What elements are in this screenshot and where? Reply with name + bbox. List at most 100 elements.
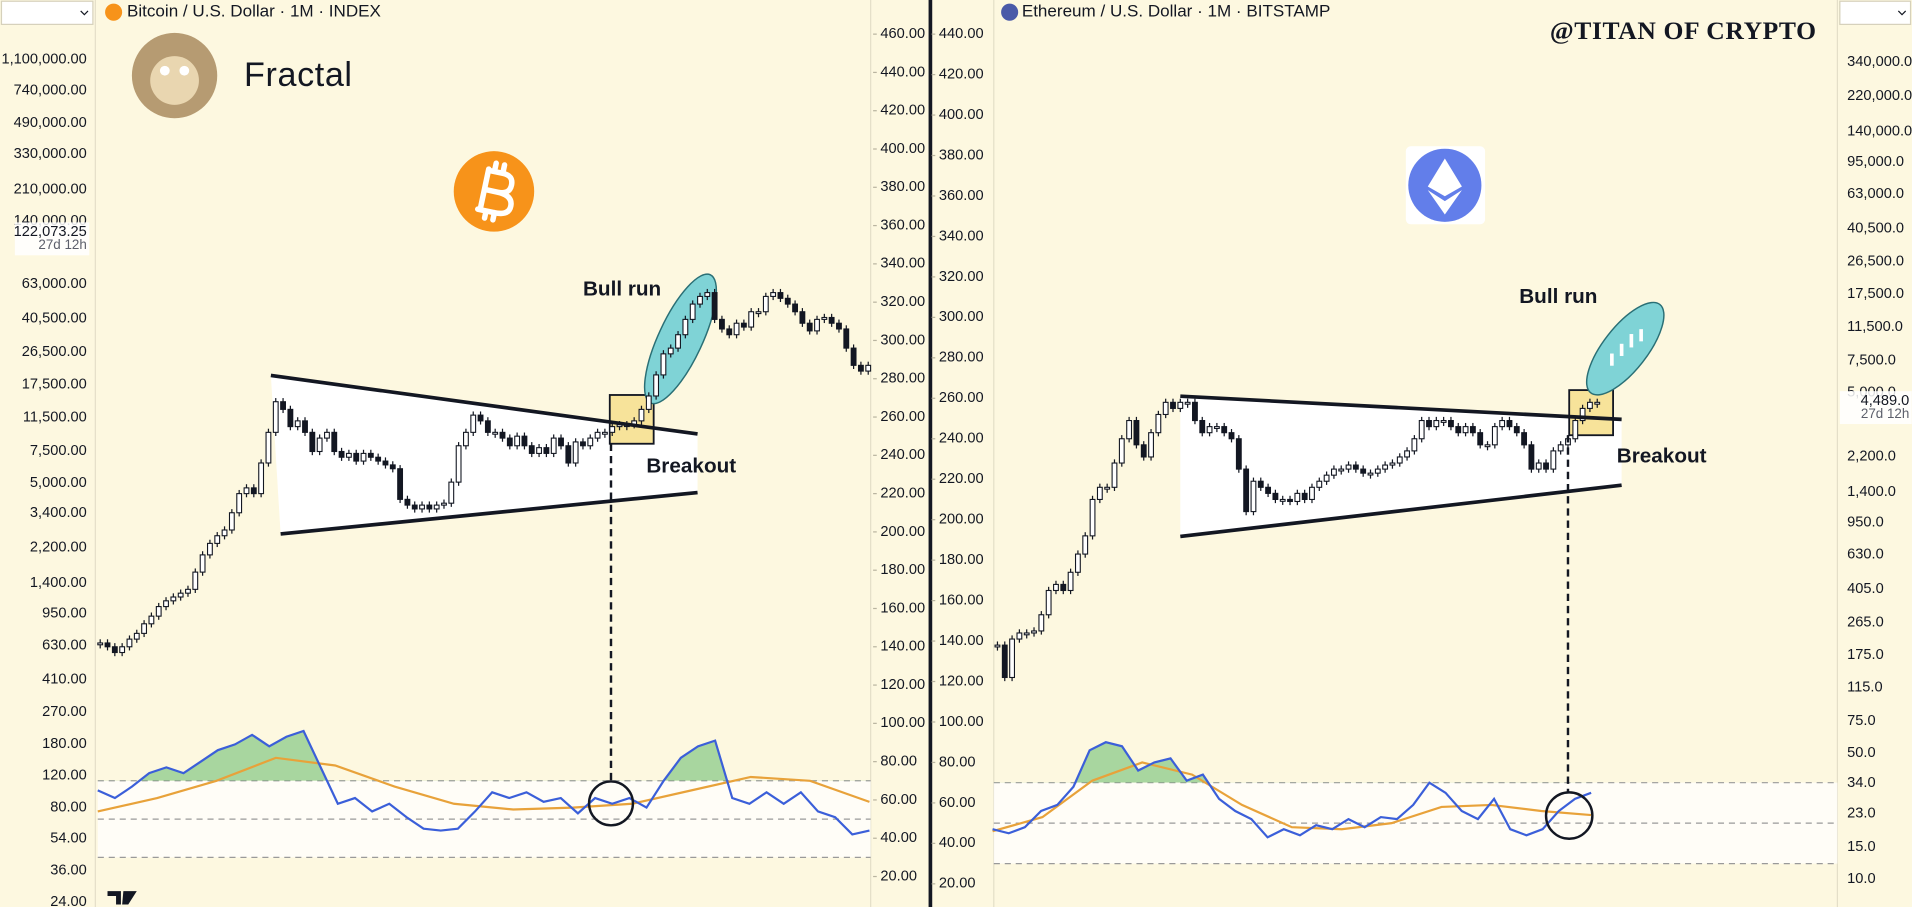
candle <box>1301 492 1308 500</box>
annotation: Bull run <box>1519 285 1597 308</box>
countdown: 27d 12h <box>38 237 86 252</box>
candle <box>353 452 360 462</box>
y-tick-label: 100.00 <box>880 715 925 731</box>
y2-tick-label: 50.0 <box>1847 745 1875 761</box>
y-tick-label: 160.00 <box>880 600 925 616</box>
candle <box>1389 462 1396 466</box>
y-tick-label: 300.00 <box>880 332 925 348</box>
y-tick-label: 220.00 <box>939 471 984 487</box>
avatar-face <box>150 56 199 105</box>
y2-tick-label: 210,000.00 <box>14 181 87 197</box>
candle <box>1272 492 1279 500</box>
candle <box>1213 426 1220 429</box>
candle <box>1411 438 1418 452</box>
y2-tick-label: 24.00 <box>50 894 87 907</box>
candle <box>324 431 330 439</box>
y-tick-label: 40.00 <box>939 835 976 851</box>
candle <box>601 431 608 435</box>
y-tick-label: 200.00 <box>880 524 925 540</box>
candle <box>126 638 133 648</box>
y-tick-label: 20.00 <box>939 876 976 892</box>
candle <box>97 642 104 646</box>
y-tick-label: 140.00 <box>939 633 984 649</box>
candle <box>141 623 148 634</box>
price-tag <box>14 222 90 256</box>
currency-selector[interactable] <box>0 0 94 25</box>
candle <box>243 487 250 495</box>
candle <box>1001 644 1008 679</box>
candle <box>726 328 733 336</box>
y2-tick-label: 54.00 <box>50 830 87 846</box>
y-tick-label: 100.00 <box>939 714 984 730</box>
y2-tick-label: 26,500.00 <box>22 344 87 360</box>
y-tick-label: 300.00 <box>939 309 984 325</box>
y2-tick-label: 34.0 <box>1847 775 1875 791</box>
y2-tick-label: 17,500.0 <box>1847 286 1904 302</box>
candle <box>133 632 140 640</box>
y2-tick-label: 40,500.00 <box>22 311 87 327</box>
candle <box>1155 413 1162 434</box>
candle <box>367 452 374 458</box>
y-tick-label: 120.00 <box>939 673 984 689</box>
candle <box>1579 407 1586 422</box>
candle <box>104 642 111 648</box>
candle <box>192 571 199 590</box>
price-tag <box>1839 391 1912 425</box>
candle <box>258 462 265 495</box>
y2-tick-label: 10.0 <box>1847 871 1875 887</box>
candle <box>389 464 396 470</box>
candle <box>1360 468 1367 474</box>
rsi-circle <box>587 780 635 827</box>
dropdown-chevron <box>1897 10 1907 16</box>
candle <box>163 600 169 608</box>
rsi-overbought-fill <box>97 731 870 781</box>
candle <box>1477 432 1484 446</box>
y-tick-label: 400.00 <box>880 141 925 157</box>
y2-tick-label: 330,000.00 <box>14 146 87 162</box>
candle <box>1404 450 1410 458</box>
candle <box>1089 498 1096 537</box>
y2-tick-label: 11,500.00 <box>23 409 87 425</box>
candle <box>1491 426 1498 446</box>
y2-tick-label: 7,500.00 <box>30 443 87 459</box>
y2-tick-label: 23.0 <box>1847 806 1875 822</box>
brand-text: @TITAN OF CRYPTO <box>1550 16 1817 45</box>
candle <box>587 437 594 447</box>
triangle-lower <box>1180 483 1622 539</box>
candle <box>1330 468 1337 476</box>
candle <box>1426 419 1432 428</box>
y-tick-label: 280.00 <box>880 371 925 387</box>
y2-tick-label: 63,000.00 <box>22 276 87 292</box>
candle <box>280 401 286 410</box>
candle <box>199 554 206 573</box>
candle <box>177 592 184 598</box>
y-tick-label: 460.00 <box>880 26 925 42</box>
y2-tick-label: 63,000.0 <box>1847 186 1904 202</box>
countdown: 27d 12h <box>1861 406 1909 421</box>
candle <box>784 297 791 305</box>
candle <box>1016 632 1023 640</box>
y-tick-label: 40.00 <box>880 830 917 846</box>
btc-data: Bitcoin / U.S. Dollar · 1M · INDEXUSDFra… <box>1 2 925 907</box>
candle <box>543 447 550 454</box>
candle <box>1586 401 1593 409</box>
candle <box>755 311 762 315</box>
candle <box>1345 464 1352 470</box>
candle <box>572 441 579 464</box>
y-tick-label: 160.00 <box>939 592 984 608</box>
y-tick-label: 260.00 <box>939 390 984 406</box>
candle <box>1184 401 1191 405</box>
candle <box>762 295 769 313</box>
y-tick-label: 420.00 <box>939 66 984 82</box>
currency-selector[interactable] <box>1839 0 1912 25</box>
y-tick-label: 280.00 <box>939 350 984 366</box>
candle <box>397 468 404 500</box>
y2-tick-label: 80.00 <box>50 800 87 816</box>
price-tag-label: 4,489.0 <box>1861 393 1910 409</box>
y2-tick-label: 2,200.00 <box>30 539 87 555</box>
y2-tick-label: 950.0 <box>1847 514 1884 530</box>
candle <box>609 426 616 433</box>
y2-tick-label: 340,000.0 <box>1847 54 1912 70</box>
rsi-line <box>992 741 1592 839</box>
